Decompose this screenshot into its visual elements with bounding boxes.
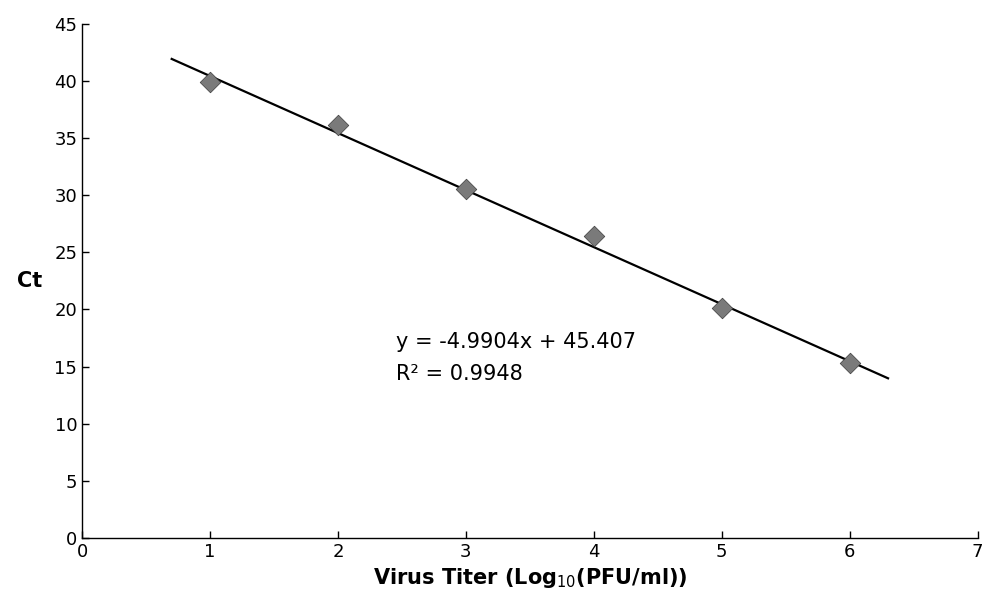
Point (586, 231, 602, 241)
Point (714, 304, 730, 313)
Text: y = -4.9904x + 45.407
R² = 0.9948: y = -4.9904x + 45.407 R² = 0.9948 (396, 333, 636, 384)
Point (458, 185, 474, 194)
Point (330, 121, 346, 131)
Y-axis label: Ct: Ct (17, 271, 42, 291)
X-axis label: Virus Titer (Log$_{10}$(PFU/ml)): Virus Titer (Log$_{10}$(PFU/ml)) (373, 566, 687, 591)
Point (842, 358, 858, 368)
Point (202, 77, 218, 87)
